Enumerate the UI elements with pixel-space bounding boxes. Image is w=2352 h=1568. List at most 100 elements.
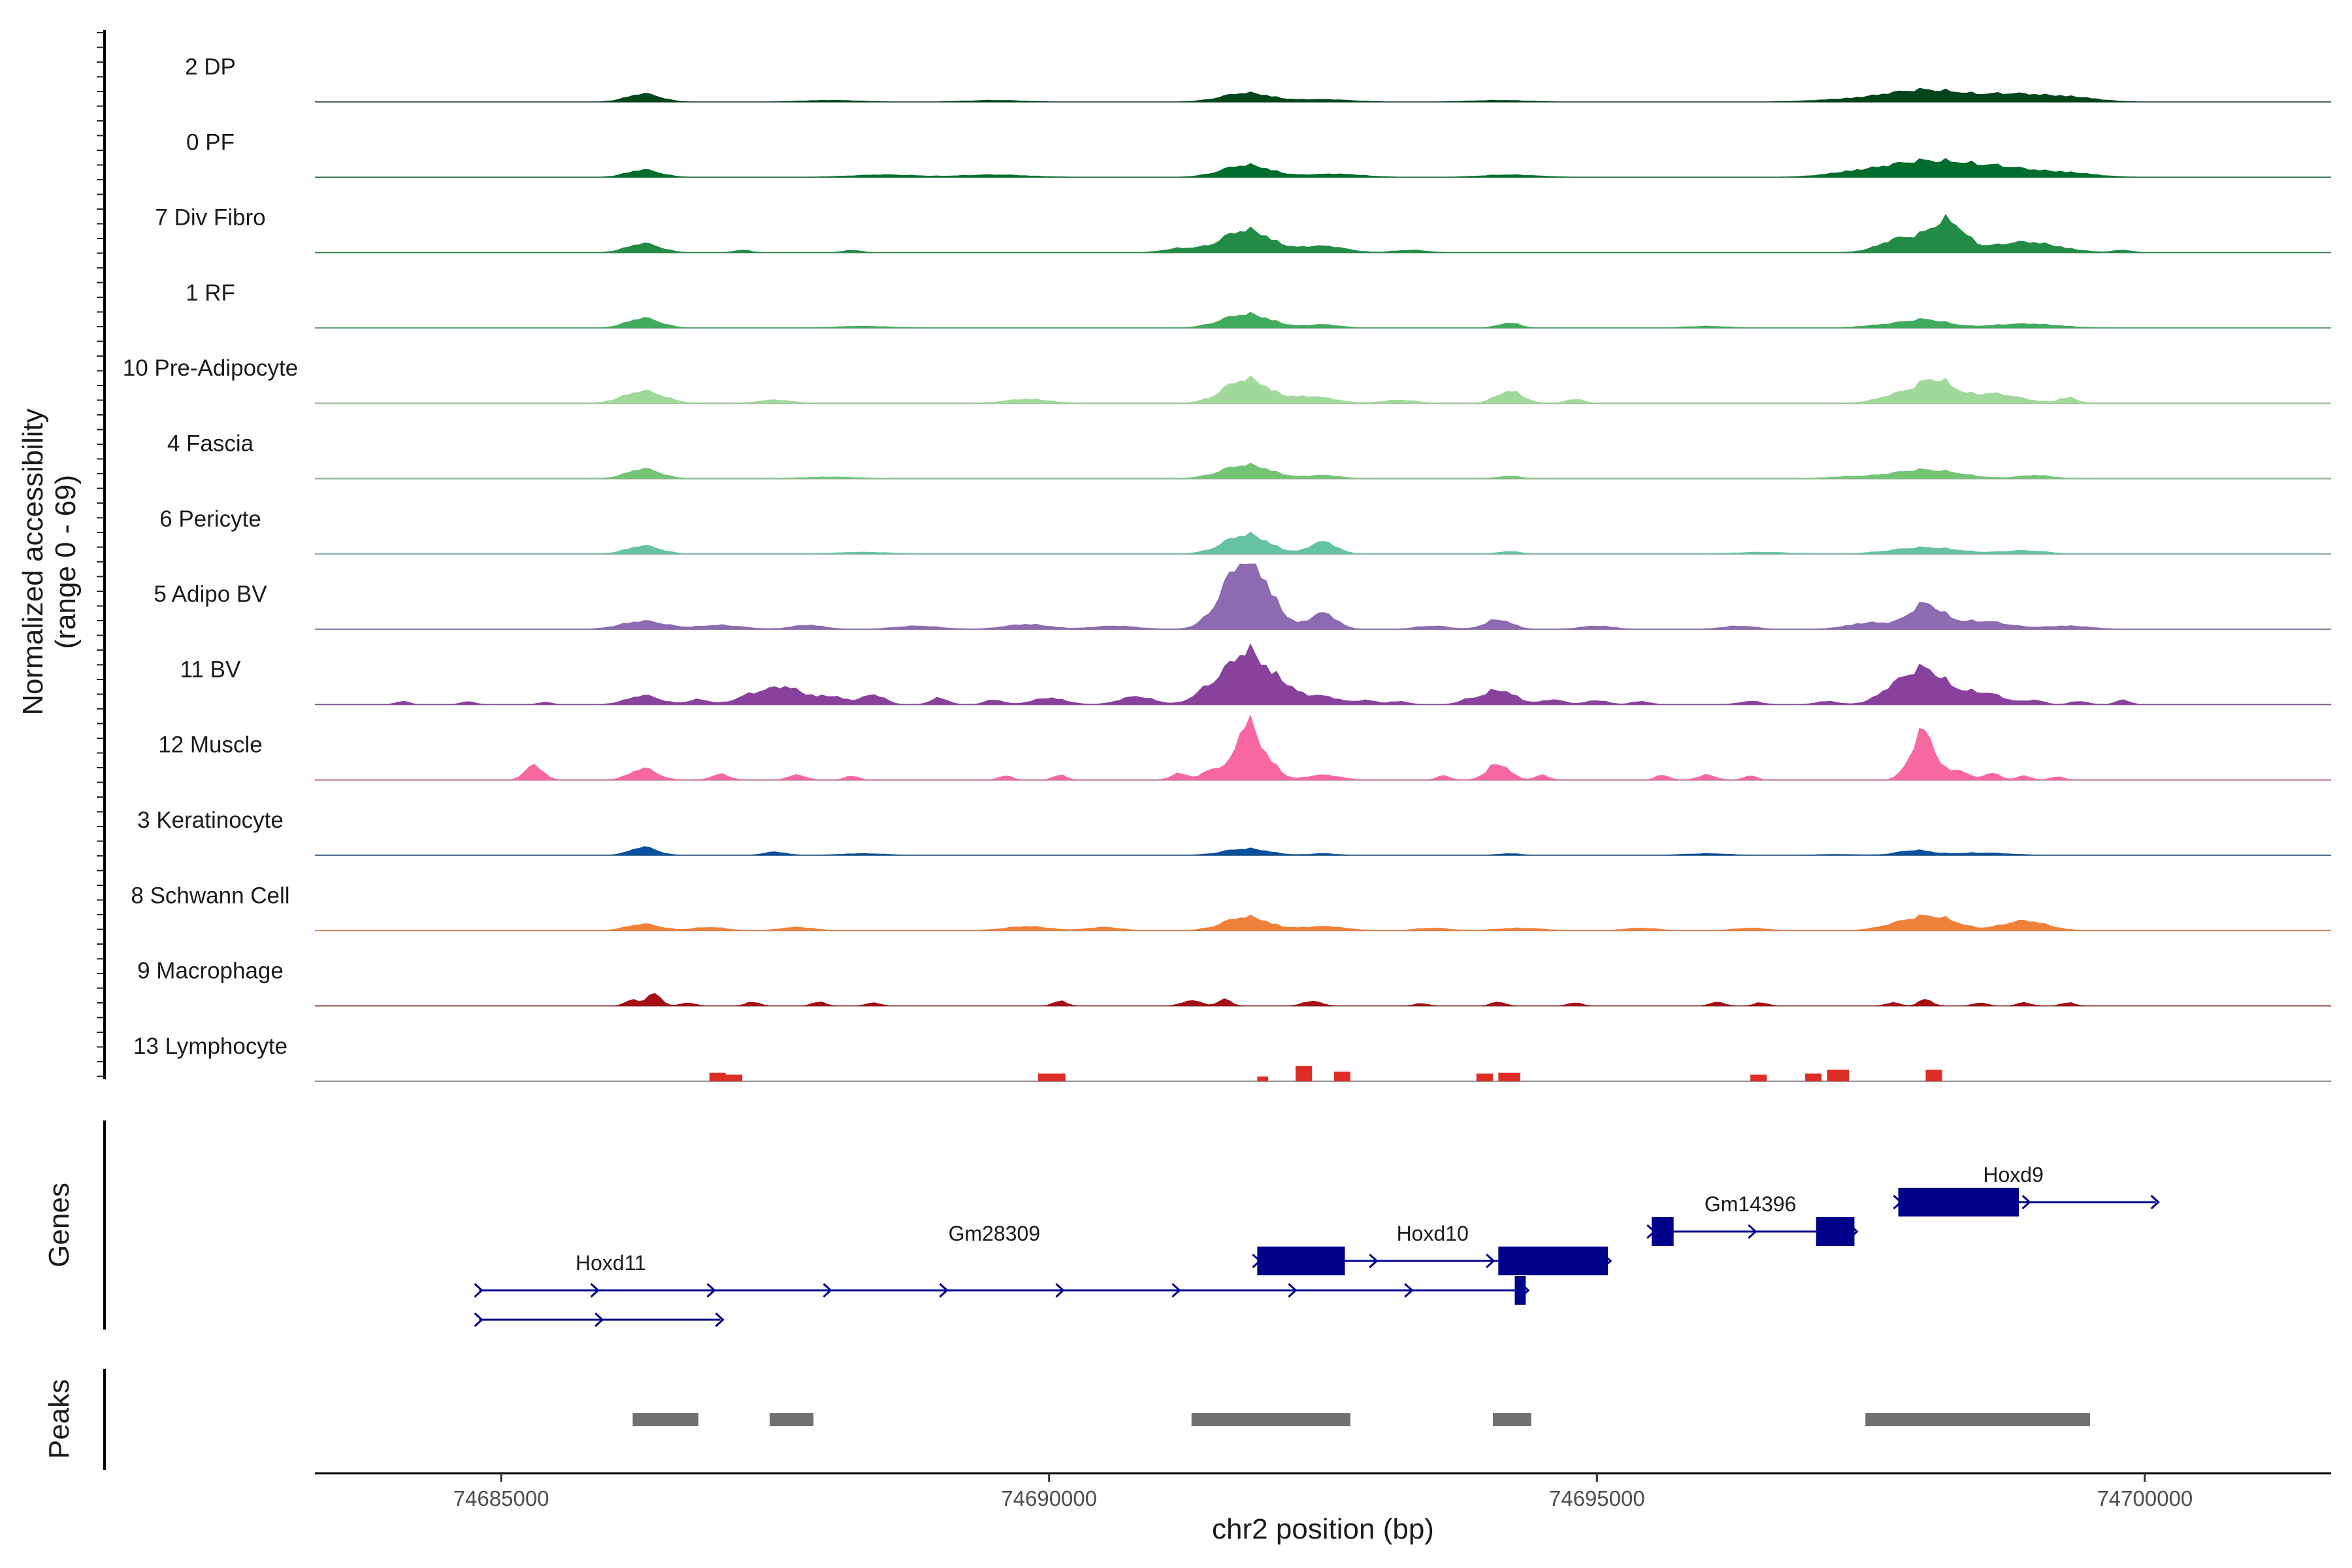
x-axis-title: chr2 position (bp) [1212,1513,1434,1545]
track-block [709,1072,726,1081]
track-area [315,375,2331,404]
strand-arrow [1486,1253,1495,1269]
track-block [1037,1073,1066,1081]
track-7: 6 Pericyte [159,506,2331,555]
strand-arrow [474,1312,483,1328]
track-10: 12 Muscle [158,714,2331,781]
y-axis-title: Normalized accessibility (range 0 - 69) [17,408,82,715]
exon [1898,1188,2019,1217]
track-label: 12 Muscle [158,732,263,758]
peak-region [770,1413,814,1426]
track-label: 7 Div Fibro [155,205,265,231]
track-block [1827,1070,1850,1081]
track-label: 6 Pericyte [159,506,261,532]
track-label: 11 BV [180,657,241,682]
track-label: 0 PF [186,129,235,155]
track-13: 9 Macrophage [137,958,2331,1007]
track-area [315,563,2331,630]
strand-arrow [706,1282,716,1298]
track-label: 10 Pre-Adipocyte [123,355,298,381]
track-12: 8 Schwann Cell [131,883,2331,932]
track-block [1805,1073,1822,1081]
gene-label: Gm14396 [1705,1192,1797,1216]
gene-transcript [1893,1188,2160,1217]
strand-arrow [1288,1282,1298,1298]
strand-arrow [1404,1282,1414,1298]
gene-label: Hoxd9 [1983,1163,2044,1186]
strand-arrow [1171,1282,1181,1298]
track-1: 2 DP [185,54,2331,103]
track-11: 3 Keratinocyte [137,808,2331,856]
exon [1652,1217,1674,1246]
strand-arrow [1369,1253,1379,1269]
strand-arrow [1748,1224,1757,1239]
peaks-track [632,1413,2091,1426]
track-area [315,992,2331,1007]
gene-transcript [474,1312,725,1328]
gene-transcript [474,1276,1530,1305]
track-area [315,714,2331,781]
accessibility-tracks: 2 DP 0 PF 7 Div Fibro 1 RF 10 Pre-Adipocyte 4… [123,54,2331,1082]
gene-label: Hoxd10 [1397,1222,1469,1245]
track-area [315,157,2331,178]
track-9: 11 BV [180,643,2331,706]
track-area [315,463,2331,479]
strand-arrow [595,1312,604,1328]
track-area [315,914,2331,931]
y-axis-title-line2: (range 0 - 69) [50,475,82,649]
track-block [1476,1073,1493,1081]
exon [1816,1217,1855,1246]
track-label: 2 DP [185,54,236,80]
track-label: 9 Macrophage [137,958,284,984]
track-area [315,312,2331,329]
track-14: 13 Lymphocyte [133,1034,2331,1082]
track-8: 5 Adipo BV [154,563,2331,630]
track-area [315,846,2331,856]
track-6: 4 Fascia [167,431,2331,480]
exon [1498,1247,1609,1275]
y-axis-ticks [97,32,105,1077]
peak-region [1191,1413,1350,1426]
exon [1257,1247,1345,1275]
track-block [1498,1072,1520,1081]
track-label: 5 Adipo BV [154,581,267,607]
gene-label: Gm28309 [949,1222,1041,1245]
genes-track-title: Genes [43,1183,75,1267]
strand-arrow [939,1282,949,1298]
x-axis-ticks: 74685000 74690000 74695000 74700000 [453,1473,2193,1511]
gene-transcript [1646,1217,1859,1246]
strand-arrow [823,1282,832,1298]
track-label: 1 RF [186,280,235,306]
track-area [315,88,2331,103]
track-block [725,1074,743,1081]
strand-arrow [2150,1194,2160,1210]
x-tick-label: 74695000 [1549,1486,1645,1511]
exon [1514,1276,1526,1305]
track-area [315,214,2331,253]
peak-region [632,1413,699,1426]
gene-label: Hoxd11 [576,1251,646,1275]
track-label: 3 Keratinocyte [137,808,284,833]
track-4: 1 RF [186,280,2331,329]
strand-arrow [474,1282,483,1298]
x-tick-label: 74700000 [2097,1486,2193,1511]
track-block [1925,1070,1942,1081]
track-area [315,531,2331,555]
track-3: 7 Div Fibro [155,205,2331,253]
track-label: 13 Lymphocyte [133,1034,287,1059]
strand-arrow [1055,1282,1065,1298]
track-block [1257,1076,1269,1081]
y-axis-title-line1: Normalized accessibility [17,408,49,715]
strand-arrow [715,1312,725,1328]
track-label: 4 Fascia [167,431,254,457]
track-block [1296,1066,1313,1081]
track-2: 0 PF [186,129,2331,178]
x-tick-label: 74685000 [453,1486,549,1511]
track-block [1333,1071,1350,1081]
gene-transcript [1252,1247,1612,1275]
peak-region [1865,1413,2091,1426]
track-5: 10 Pre-Adipocyte [123,355,2331,404]
genes-track: Hoxd9 Gm14396 Hoxd10 Gm28309 Hoxd11 [474,1163,2160,1328]
track-label: 8 Schwann Cell [131,883,289,908]
